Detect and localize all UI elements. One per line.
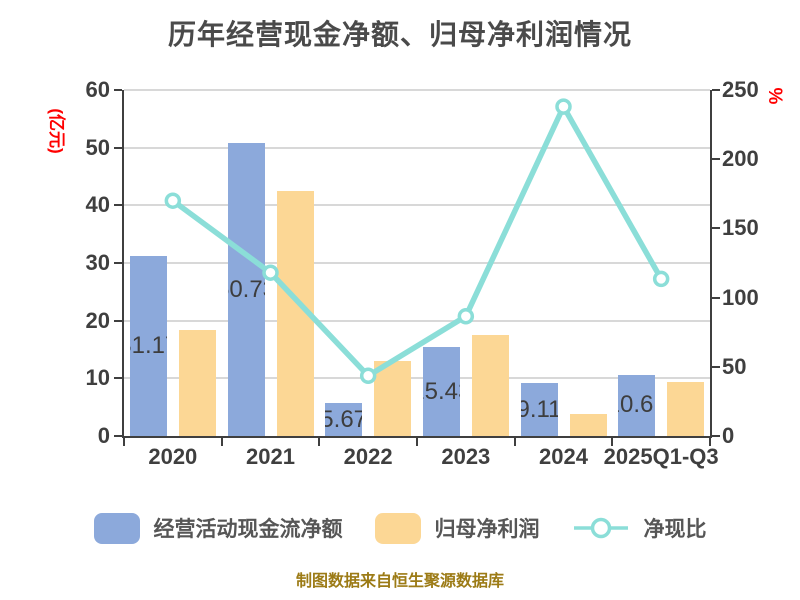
right-axis-tick-label: 200: [722, 146, 759, 172]
right-axis-tick-mark: [712, 227, 720, 230]
cashflow-bar: 50.73: [227, 143, 265, 436]
right-axis-tick-mark: [712, 158, 720, 161]
cashflow-legend-swatch: [93, 512, 140, 544]
ratio-marker: [262, 264, 279, 281]
legend-item-profit: 归母净利润: [374, 512, 540, 544]
x-axis-tick-label: 2021: [246, 444, 295, 469]
right-axis-tick-label: 100: [722, 284, 759, 310]
x-axis-tick-mark: [709, 438, 711, 446]
grid-line: [124, 89, 710, 91]
data-source-note: 制图数据来自恒生聚源数据库: [295, 573, 504, 590]
x-axis-tick-label: 2022: [343, 444, 393, 469]
plot-area: 31.17 50.73 5.67 15.43 9.11 10.61: [124, 89, 710, 436]
left-axis-tick-mark: [114, 435, 122, 437]
left-axis-tick-label: 50: [85, 134, 110, 160]
x-axis-tick-mark: [318, 438, 321, 446]
grid-line: [124, 146, 710, 149]
right-axis-tick-mark: [712, 296, 720, 299]
profit-bar: [667, 382, 705, 436]
right-axis-tick-label: 50: [722, 353, 747, 379]
x-axis-tick-mark: [611, 438, 614, 446]
bar-value-label: 9.11: [520, 395, 558, 423]
left-axis-tick-mark: [114, 89, 122, 91]
legend-item-ratio: 净现比: [572, 512, 707, 544]
ratio-legend-label: 净现比: [643, 518, 707, 541]
left-axis-tick-label: 20: [85, 307, 110, 333]
ratio-line-layer: [164, 98, 670, 385]
grid-line: [124, 204, 710, 207]
profit-bar: [471, 335, 509, 436]
legend: 经营活动现金流净额 归母净利润 净现比: [0, 512, 800, 544]
ratio-legend-marker: [590, 517, 611, 539]
x-axis-tick-label: 2020: [148, 444, 198, 469]
bar-value-label: 5.67: [325, 405, 363, 433]
left-axis-tick-mark: [114, 319, 122, 322]
right-axis-tick-mark: [712, 365, 720, 368]
bottom-axis-line: [122, 436, 712, 438]
bar-value-label: 15.43: [423, 377, 460, 405]
ratio-line: [171, 103, 664, 379]
profit-legend-label: 归母净利润: [434, 518, 540, 541]
x-axis-tick-label: 2024: [539, 444, 588, 469]
left-axis-tick-label: 10: [85, 365, 110, 391]
cashflow-bar: 9.11: [520, 383, 558, 436]
x-axis-tick-mark: [513, 438, 516, 446]
right-axis-tick-label: 0: [722, 423, 735, 448]
right-axis-line: [710, 90, 712, 438]
profit-bar: [374, 361, 412, 436]
bar-value-label: 50.73: [228, 275, 265, 303]
x-axis-tick-mark: [123, 438, 125, 446]
bar-value-label: 31.17: [130, 332, 167, 360]
left-axis-tick-mark: [114, 377, 122, 380]
x-axis-tick-label: 2023: [441, 444, 491, 469]
profit-bar: [178, 330, 216, 436]
cashflow-bar: 10.61: [618, 374, 656, 436]
right-axis-tick-label: 250: [722, 77, 759, 102]
ratio-legend-line-icon: [573, 517, 628, 539]
legend-item-cashflow: 经营活动现金流净额: [93, 512, 343, 544]
right-axis-tick-mark: [712, 435, 720, 437]
left-axis-tick-mark: [114, 262, 122, 264]
cashflow-bar: 5.67: [325, 403, 363, 436]
profit-bar: [569, 414, 607, 436]
left-axis-tick-label: 60: [85, 77, 110, 102]
bar-value-label: 10.61: [618, 391, 655, 419]
cashflow-bar: 15.43: [422, 347, 460, 436]
ratio-marker: [164, 192, 182, 209]
left-axis-tick-label: 0: [97, 423, 110, 448]
right-axis-tick-label: 150: [722, 215, 759, 241]
x-axis-tick-label: 2025Q1-Q3: [603, 444, 719, 469]
chart-title: 历年经营现金净额、归母净利润情况: [167, 19, 632, 50]
cashflow-bar: 31.17: [129, 256, 167, 436]
ratio-marker: [652, 270, 670, 288]
left-axis-tick-mark: [114, 146, 122, 149]
ratio-marker: [457, 308, 475, 325]
ratio-marker: [555, 98, 572, 115]
grid-line: [124, 377, 710, 380]
left-axis-tick-label: 30: [85, 250, 110, 275]
grid-line: [124, 319, 710, 322]
left-axis-tick-label: 40: [85, 192, 110, 218]
left-axis-tick-mark: [114, 204, 122, 207]
grid-line: [124, 262, 710, 264]
cashflow-legend-label: 经营活动现金流净额: [153, 518, 343, 541]
x-axis-tick-mark: [416, 438, 418, 446]
ratio-marker: [359, 367, 377, 385]
left-axis-line: [122, 90, 124, 438]
right-axis-tick-mark: [712, 89, 720, 91]
x-axis-tick-mark: [220, 438, 223, 446]
profit-legend-swatch: [374, 512, 421, 544]
